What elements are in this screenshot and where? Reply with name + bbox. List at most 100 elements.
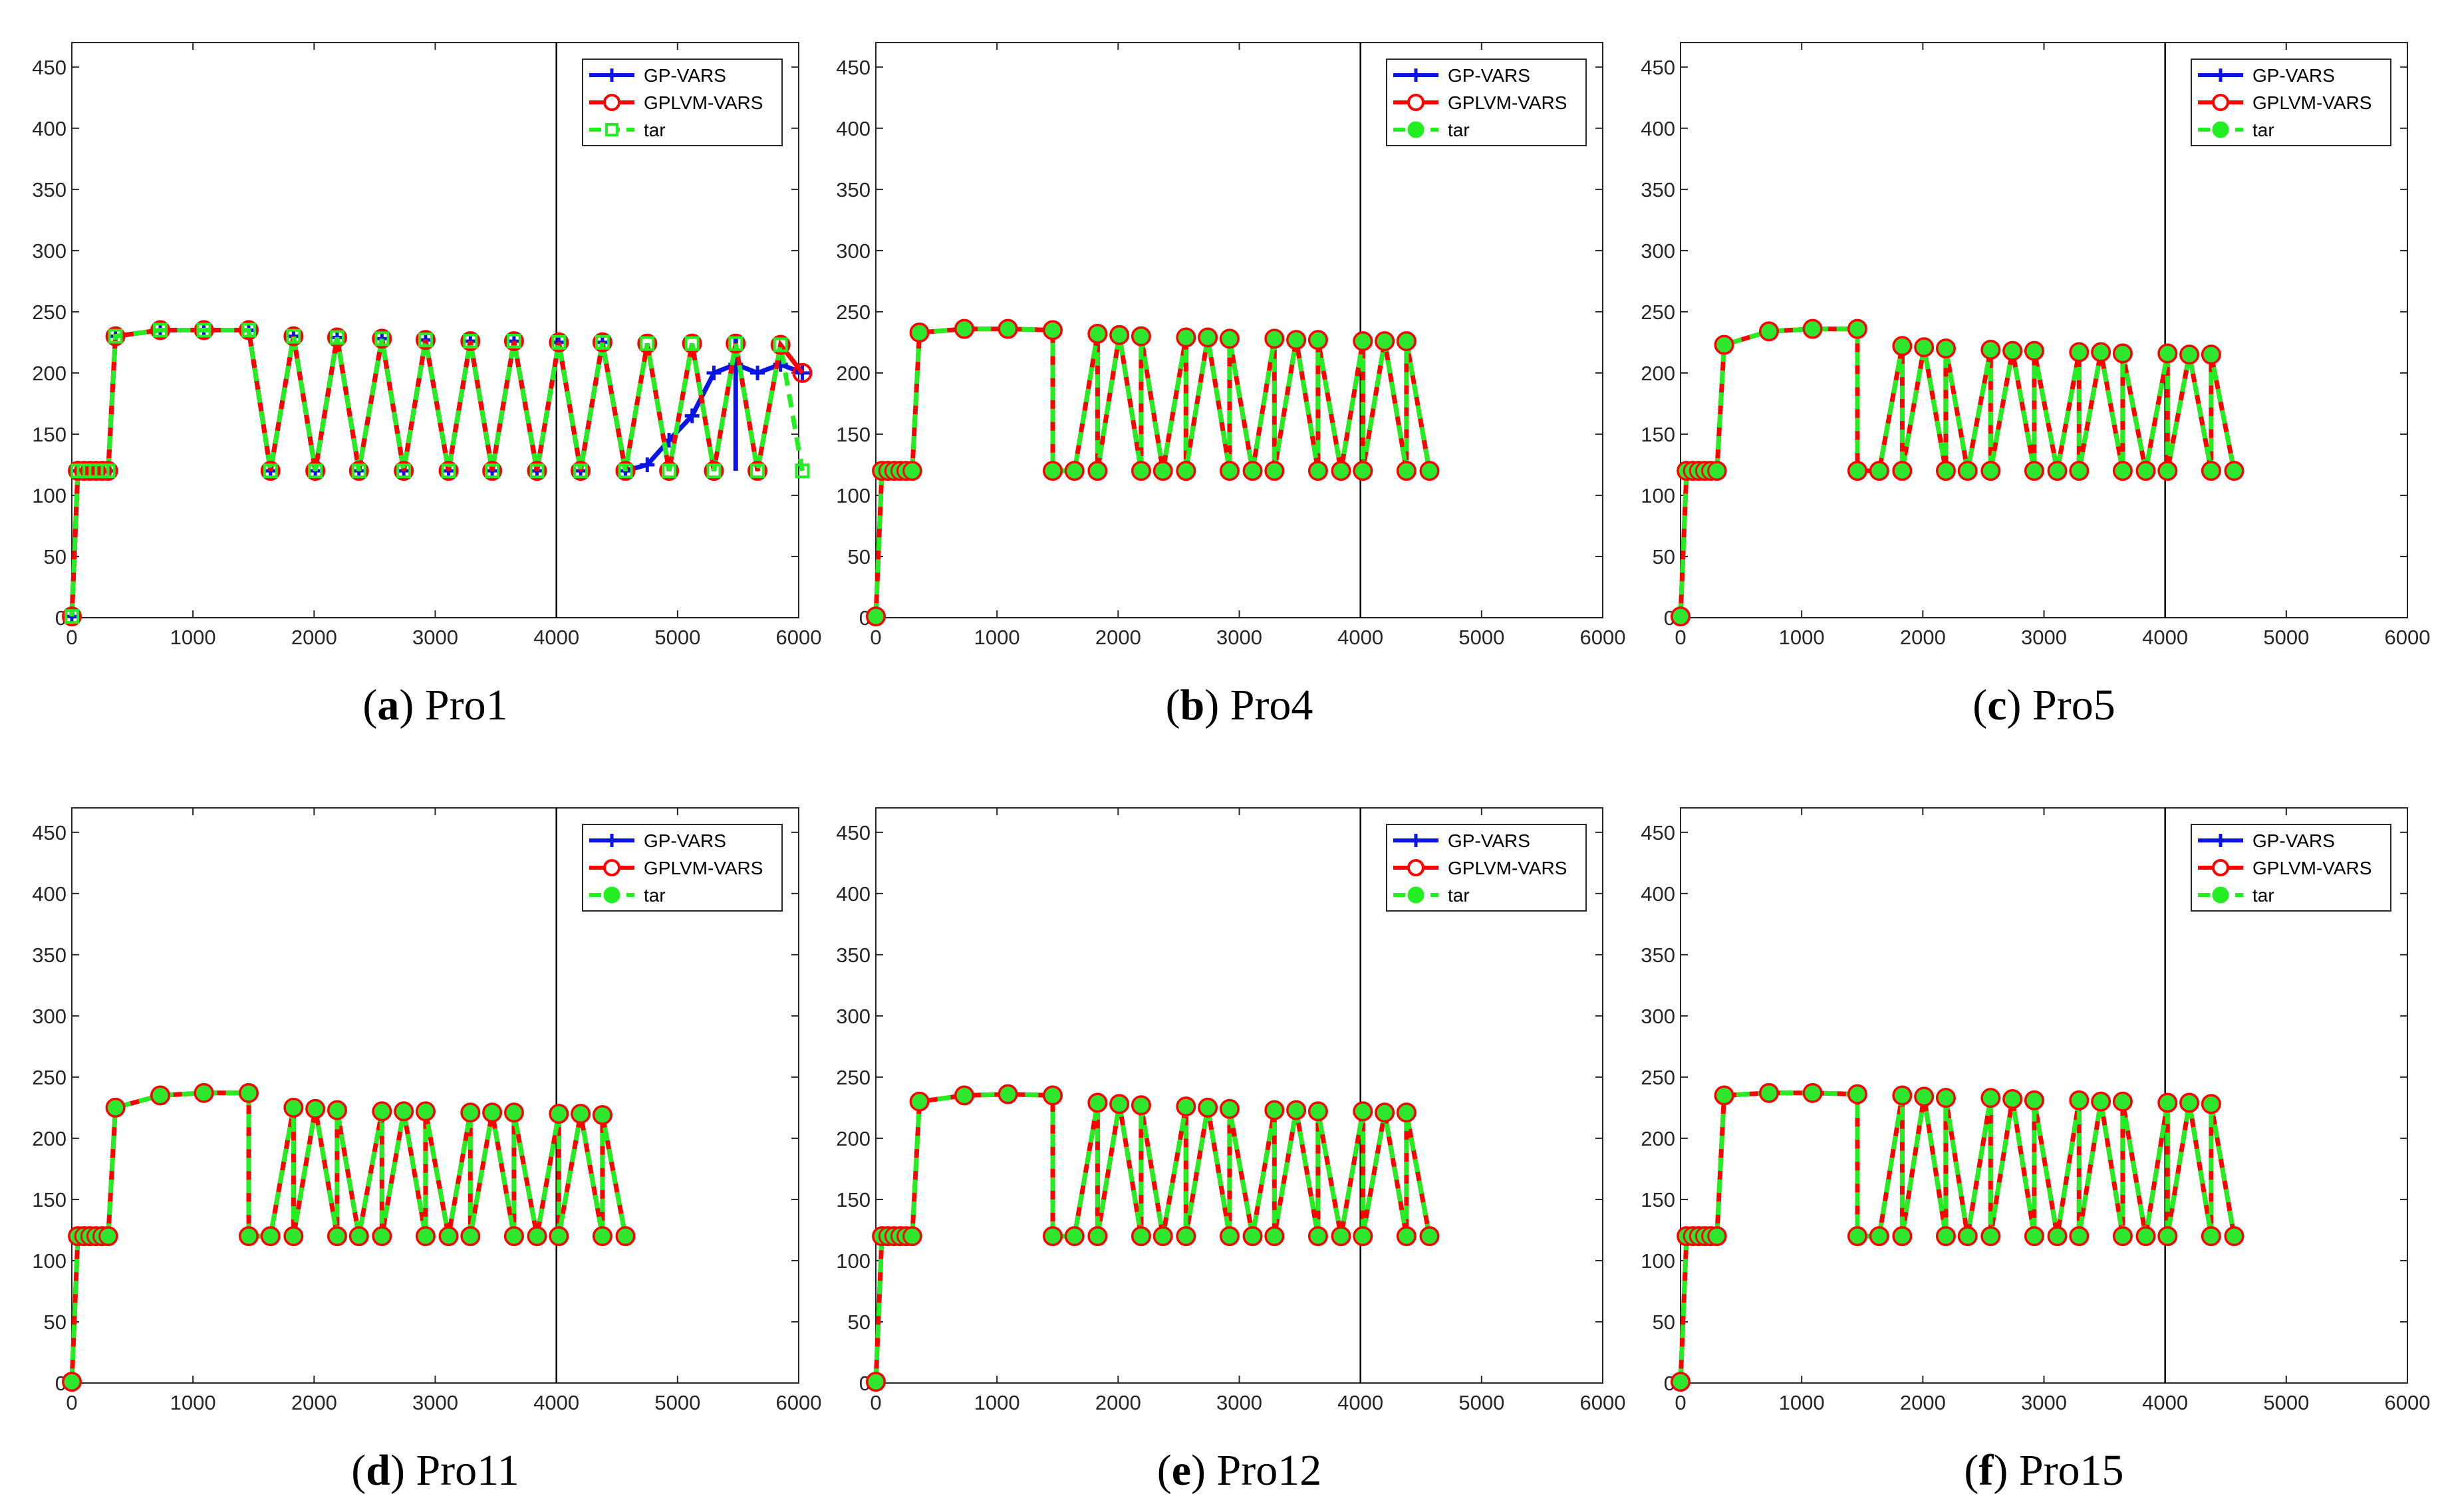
gplvm-vars-marker bbox=[659, 461, 680, 481]
tar-marker bbox=[1980, 1088, 2000, 1108]
caption-close-paren: ) bbox=[1204, 681, 1230, 729]
legend: GP-VARS GPLVM-VARS tar bbox=[1386, 824, 1587, 912]
tar-marker bbox=[1243, 461, 1263, 481]
x-tick-label: 3000 bbox=[2021, 626, 2067, 649]
legend-gplvm-vars-label: GPLVM-VARS bbox=[1448, 92, 1567, 113]
caption-open-paren: ( bbox=[1157, 1446, 1172, 1495]
tar-marker bbox=[416, 1226, 436, 1246]
tar-marker bbox=[1397, 1102, 1417, 1122]
tar-marker bbox=[2157, 1226, 2177, 1246]
tar-marker bbox=[1375, 1102, 1395, 1122]
y-tick-label: 400 bbox=[1641, 882, 1675, 906]
tar-marker bbox=[1176, 1096, 1196, 1116]
gplvm-vars-marker bbox=[348, 461, 369, 481]
panel-caption: (c) Pro5 bbox=[1972, 681, 2115, 729]
x-tick-label: 1000 bbox=[1779, 1391, 1825, 1414]
x-tick-label: 4000 bbox=[533, 1391, 579, 1414]
tar-marker bbox=[329, 330, 344, 345]
caption-open-paren: ( bbox=[1166, 681, 1180, 729]
tar-marker bbox=[1087, 1093, 1107, 1113]
legend-gp-vars-swatch-marker bbox=[1409, 68, 1422, 82]
tar-marker bbox=[593, 1105, 612, 1125]
tar-marker bbox=[954, 1086, 974, 1105]
gplvm-vars-marker bbox=[415, 330, 436, 350]
y-tick-label: 50 bbox=[44, 1311, 67, 1334]
panel-caption: (d) Pro11 bbox=[351, 1446, 519, 1495]
tar-marker bbox=[1707, 1226, 1727, 1246]
gplvm-vars-marker bbox=[105, 326, 126, 346]
tar-marker bbox=[2069, 1226, 2089, 1246]
tar-marker bbox=[1308, 1226, 1328, 1246]
legend-gp-vars-swatch-marker bbox=[605, 68, 618, 82]
x-tick-label: 6000 bbox=[2385, 1391, 2431, 1414]
caption-open-paren: ( bbox=[1964, 1446, 1978, 1495]
gplvm-vars-marker bbox=[460, 331, 481, 352]
x-tick-label: 0 bbox=[66, 1391, 77, 1414]
y-tick-label: 200 bbox=[1641, 1127, 1675, 1150]
tar-marker bbox=[1264, 328, 1284, 348]
x-tick-label: 3000 bbox=[412, 626, 458, 649]
tar-marker bbox=[2024, 1226, 2044, 1246]
x-tick-label: 0 bbox=[1675, 626, 1686, 649]
tar-marker bbox=[2136, 461, 2156, 481]
legend-gplvm-vars-label: GPLVM-VARS bbox=[1448, 858, 1567, 878]
legend-tar-swatch-marker bbox=[605, 123, 618, 136]
y-tick-label: 150 bbox=[836, 423, 871, 446]
y-tick-label: 350 bbox=[836, 178, 871, 201]
tar-marker bbox=[1420, 1226, 1440, 1246]
tar-marker bbox=[1420, 461, 1440, 481]
tar-marker bbox=[1847, 461, 1867, 481]
caption-name: Pro11 bbox=[416, 1446, 519, 1495]
caption-name: Pro5 bbox=[2032, 681, 2115, 729]
tar-marker bbox=[1803, 1083, 1823, 1103]
tar-marker bbox=[1980, 340, 2000, 360]
tar-marker bbox=[1308, 1101, 1328, 1121]
tar-marker bbox=[1308, 330, 1328, 350]
legend-gplvm-vars-swatch-marker bbox=[603, 859, 620, 876]
panel-caption: (e) Pro12 bbox=[1157, 1446, 1321, 1495]
gplvm-vars-marker bbox=[86, 461, 106, 481]
gp-vars-marker bbox=[706, 365, 722, 380]
legend-tar-label: tar bbox=[1448, 120, 1470, 140]
x-tick-label: 2000 bbox=[291, 626, 337, 649]
tar-marker bbox=[460, 1226, 480, 1246]
x-tick-label: 1000 bbox=[170, 626, 216, 649]
legend-tar-swatch-marker bbox=[2212, 886, 2229, 904]
tar-marker bbox=[283, 1226, 303, 1246]
caption-letter: d bbox=[366, 1446, 390, 1495]
gp-vars-marker bbox=[640, 457, 655, 472]
tar-marker bbox=[106, 1098, 126, 1118]
x-tick-label: 1000 bbox=[974, 1391, 1020, 1414]
tar-marker bbox=[1043, 1226, 1063, 1246]
gplvm-vars-marker bbox=[726, 333, 746, 354]
tar-marker bbox=[1131, 1095, 1151, 1115]
tar-marker bbox=[902, 1226, 922, 1246]
tar-marker bbox=[1936, 461, 1956, 481]
caption-open-paren: ( bbox=[1972, 681, 1987, 729]
y-tick-label: 350 bbox=[836, 944, 871, 967]
tar-marker bbox=[2225, 1226, 2244, 1246]
tar-marker bbox=[1936, 338, 1956, 358]
x-tick-label: 2000 bbox=[1095, 1391, 1141, 1414]
y-tick-label: 400 bbox=[32, 117, 67, 140]
y-tick-label: 250 bbox=[32, 1066, 67, 1089]
tar-marker bbox=[1892, 461, 1912, 481]
y-tick-label: 250 bbox=[32, 301, 67, 324]
tar-marker bbox=[327, 1100, 347, 1120]
tar-marker bbox=[1892, 336, 1912, 356]
gplvm-vars-marker bbox=[92, 461, 112, 481]
tar-marker bbox=[100, 463, 116, 479]
tar-marker bbox=[152, 322, 168, 338]
tar-marker bbox=[283, 1098, 303, 1118]
tar-marker bbox=[263, 463, 278, 479]
caption-letter: e bbox=[1172, 1446, 1191, 1495]
tar-marker bbox=[1936, 1088, 1956, 1108]
tar-marker bbox=[1153, 1226, 1173, 1246]
tar-marker bbox=[65, 609, 79, 624]
tar-marker bbox=[662, 463, 677, 479]
tar-marker bbox=[1375, 331, 1395, 351]
gplvm-vars-marker bbox=[792, 362, 813, 383]
